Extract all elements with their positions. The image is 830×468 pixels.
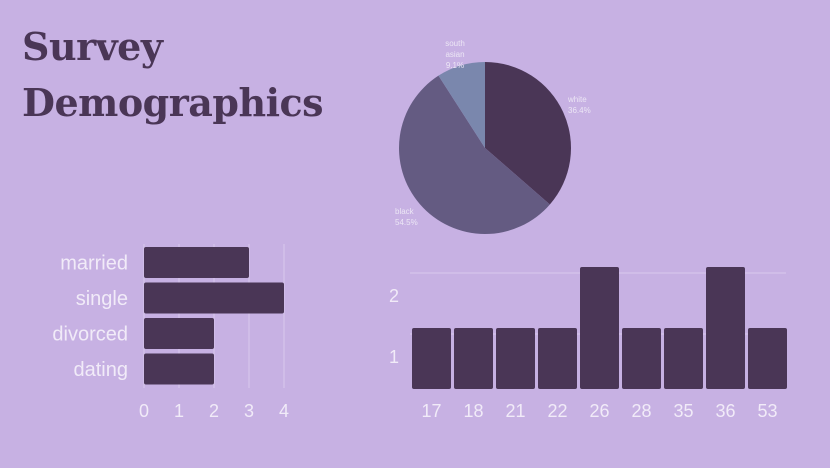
x-tick-label: 2 <box>209 401 219 421</box>
category-label: single <box>76 288 128 310</box>
bar-age-28 <box>622 328 661 389</box>
x-tick-label: 4 <box>279 401 289 421</box>
bar-dating <box>144 353 214 385</box>
pie-label: south <box>445 39 465 48</box>
bar-age-35 <box>664 328 703 389</box>
x-tick-label: 28 <box>631 401 651 421</box>
bar-age-53 <box>748 328 787 389</box>
title-line-2: Demographics <box>22 80 324 125</box>
category-label: divorced <box>52 324 128 346</box>
bar-divorced <box>144 318 214 349</box>
pie-percent-label: 9.1% <box>446 61 464 70</box>
pie-slice-south-asian <box>438 62 485 148</box>
bar-age-22 <box>538 328 577 389</box>
bar-age-26 <box>580 267 619 389</box>
x-tick-label: 35 <box>673 401 693 421</box>
pie-label: black <box>395 207 415 216</box>
pie-slice-white <box>485 62 571 205</box>
category-label: dating <box>74 359 129 381</box>
y-tick-label: 2 <box>389 286 399 306</box>
x-tick-label: 18 <box>463 401 483 421</box>
pie-label: asian <box>445 50 464 59</box>
x-tick-label: 26 <box>589 401 609 421</box>
bar-age-17 <box>412 328 451 389</box>
x-tick-label: 21 <box>505 401 525 421</box>
x-tick-label: 36 <box>715 401 735 421</box>
bar-single <box>144 282 284 314</box>
bar-age-36 <box>706 267 745 389</box>
pie-slice-black <box>399 75 550 234</box>
y-tick-label: 1 <box>389 347 399 367</box>
bar-age-18 <box>454 328 493 389</box>
bar-age-21 <box>496 328 535 389</box>
bar-married <box>144 247 249 278</box>
x-tick-label: 3 <box>244 401 254 421</box>
title-line-1: Survey <box>22 24 163 69</box>
pie-percent-label: 36.4% <box>568 106 591 115</box>
x-tick-label: 0 <box>139 401 149 421</box>
x-tick-label: 53 <box>757 401 777 421</box>
pie-label: white <box>567 95 587 104</box>
pie-percent-label: 54.5% <box>395 218 418 227</box>
x-tick-label: 22 <box>547 401 567 421</box>
x-tick-label: 17 <box>421 401 441 421</box>
x-tick-label: 1 <box>174 401 184 421</box>
category-label: married <box>60 253 128 275</box>
